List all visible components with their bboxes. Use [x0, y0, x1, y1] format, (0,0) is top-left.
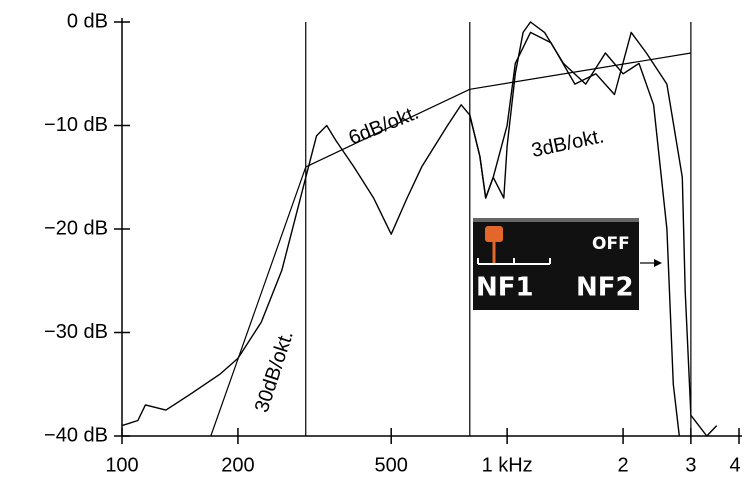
x-tick-label: 1 kHz: [482, 454, 533, 476]
annotation: 6dB/okt.: [346, 102, 422, 150]
annotation: 3dB/okt.: [530, 125, 606, 162]
x-tick-label: 4: [729, 454, 740, 476]
y-tick-label: 0 dB: [67, 10, 108, 32]
inset-border: [473, 218, 639, 222]
y-tick-label: −40 dB: [44, 424, 108, 446]
y-tick-label: −20 dB: [44, 217, 108, 239]
inset: OFF NF1 NF2: [473, 218, 639, 310]
y-tick-label: −30 dB: [44, 321, 108, 343]
icon: [485, 226, 503, 242]
inset-label: NF2: [576, 273, 634, 303]
arrow-head: [654, 259, 662, 267]
x-tick-label: 2: [618, 454, 629, 476]
x-tick-label: 200: [221, 454, 254, 476]
x-tick-label: 500: [375, 454, 408, 476]
x-tick-label: 3: [685, 454, 696, 476]
inset-status: OFF: [592, 234, 630, 254]
inset-label: NF1: [476, 273, 534, 303]
y-tick-label: −10 dB: [44, 114, 108, 136]
chart: 30dB/okt. 6dB/okt. 3dB/okt. OFF NF1 NF2 …: [0, 0, 749, 488]
annotation: 30dB/okt.: [251, 328, 298, 415]
x-tick-label: 100: [105, 454, 138, 476]
